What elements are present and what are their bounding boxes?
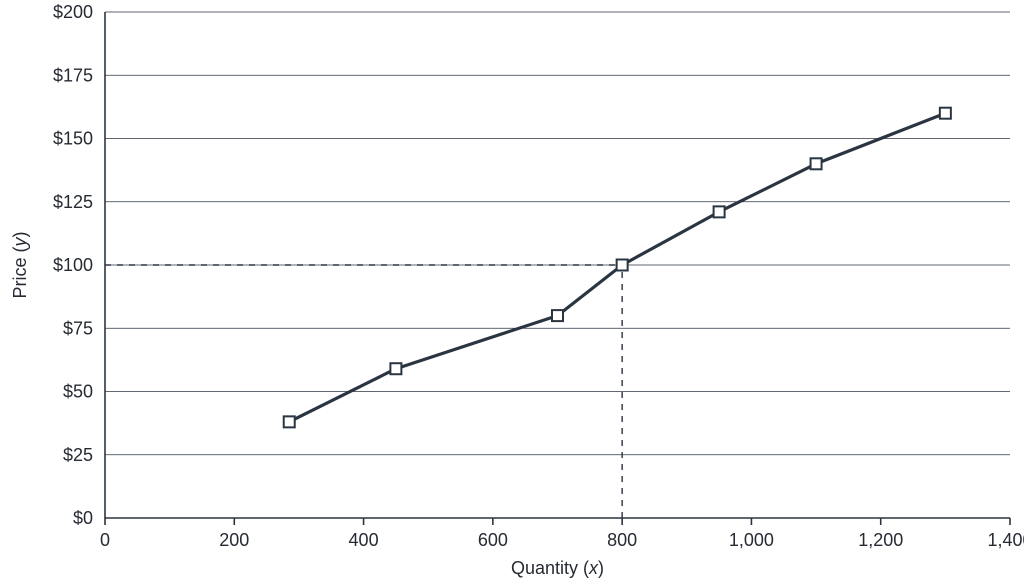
x-tick-label: 1,400	[987, 530, 1024, 550]
y-tick-label: $100	[53, 255, 93, 275]
supply-curve-chart: $0 $25 $50 $75 $100 $125 $150 $175 $200 0 200 400 60…	[0, 0, 1024, 586]
x-axis-label: Quantity (x)	[511, 558, 604, 578]
chart-svg: $0 $25 $50 $75 $100 $125 $150 $175 $200 0 200 400 60…	[0, 0, 1024, 586]
x-tick-label: 600	[478, 530, 508, 550]
x-tick-label: 1,000	[729, 530, 774, 550]
y-tick-label: $0	[73, 508, 93, 528]
y-tick-label: $125	[53, 192, 93, 212]
x-tick-label: 200	[219, 530, 249, 550]
x-tick-label: 400	[349, 530, 379, 550]
y-tick-label: $75	[63, 318, 93, 338]
y-tick-label: $50	[63, 382, 93, 402]
x-tick-label: 1,200	[858, 530, 903, 550]
x-tick-label: 0	[100, 530, 110, 550]
y-tick-label: $175	[53, 65, 93, 85]
y-tick-label: $200	[53, 2, 93, 22]
y-tick-label: $25	[63, 445, 93, 465]
y-tick-label: $150	[53, 129, 93, 149]
y-axis-label: Price (y)	[10, 231, 30, 298]
x-tick-label: 800	[607, 530, 637, 550]
